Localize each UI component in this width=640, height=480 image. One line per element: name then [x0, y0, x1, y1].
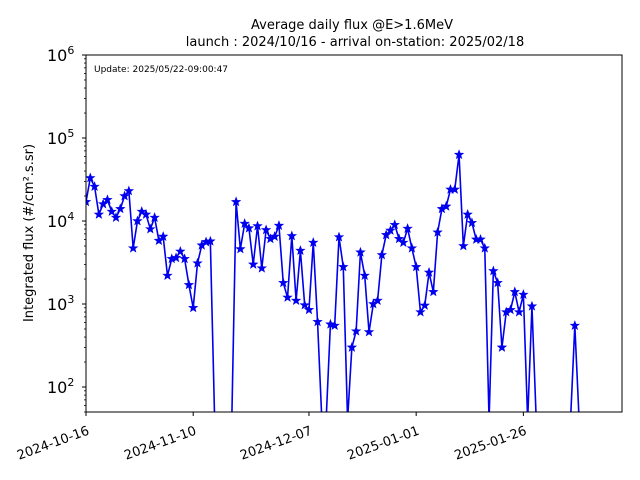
data-point-marker — [175, 245, 186, 256]
y-axis-label: Integrated flux (#/cm².s.sr) — [22, 144, 37, 322]
data-point-marker — [299, 299, 310, 310]
data-point-marker — [260, 224, 272, 235]
y-tick-exponent: 5 — [67, 127, 74, 140]
data-point-marker — [188, 302, 199, 313]
data-point-marker — [303, 304, 315, 315]
data-point-marker — [192, 257, 203, 268]
data-point-marker — [93, 208, 105, 219]
data-point-marker — [157, 231, 169, 241]
y-tick-exponent: 2 — [67, 376, 74, 389]
data-point-marker — [355, 246, 366, 257]
data-point-marker — [269, 231, 280, 241]
data-point-marker — [393, 233, 405, 244]
data-point-marker — [569, 320, 581, 330]
data-point-marker — [479, 242, 490, 253]
series-layer — [86, 149, 581, 412]
data-point-marker — [235, 243, 246, 254]
data-point-marker — [372, 295, 383, 305]
data-point-marker — [286, 230, 298, 241]
data-point-marker — [475, 233, 486, 244]
data-point-marker — [385, 224, 396, 235]
data-point-marker — [248, 258, 259, 269]
chart-subtitle: launch : 2024/10/16 - arrival on-station… — [186, 35, 524, 50]
data-point-marker — [359, 270, 370, 281]
data-point-marker — [428, 286, 439, 297]
data-point-marker — [350, 325, 362, 336]
data-point-marker — [398, 237, 409, 247]
data-point-marker — [278, 277, 289, 288]
data-point-marker — [488, 265, 499, 276]
data-point-marker — [380, 229, 392, 240]
data-point-marker — [230, 196, 242, 207]
data-point-marker — [453, 149, 465, 160]
data-point-marker — [518, 289, 529, 299]
data-point-marker — [273, 220, 285, 231]
data-point-marker — [509, 286, 520, 297]
data-point-marker — [170, 252, 182, 263]
data-point-marker — [329, 320, 340, 330]
data-point-marker — [410, 261, 422, 272]
data-point-marker — [86, 172, 96, 183]
data-point-marker — [123, 185, 135, 196]
data-point-marker — [363, 326, 375, 337]
data-point-marker — [127, 242, 139, 253]
data-point-marker — [89, 181, 100, 191]
data-point-marker — [338, 261, 349, 272]
data-point-marker — [179, 253, 190, 264]
data-point-marker — [449, 183, 460, 194]
data-point-marker — [415, 306, 426, 317]
data-point-marker — [496, 341, 508, 352]
y-tick-exponent: 6 — [67, 44, 74, 57]
y-tick-exponent: 4 — [67, 210, 74, 223]
data-point-marker — [183, 279, 195, 290]
data-point-marker — [462, 208, 473, 219]
data-point-marker — [308, 237, 319, 247]
data-point-marker — [423, 266, 435, 277]
data-point-marker — [458, 240, 469, 251]
data-point-marker — [205, 235, 216, 246]
data-point-marker — [86, 196, 92, 207]
data-point-marker — [145, 223, 156, 234]
data-point-marker — [333, 231, 345, 242]
data-point-marker — [256, 262, 267, 273]
data-point-marker — [406, 242, 418, 253]
data-point-marker — [115, 203, 126, 214]
data-point-marker — [282, 291, 293, 302]
chart-title: Average daily flux @E>1.6MeV — [251, 18, 453, 33]
data-point-marker — [252, 220, 263, 231]
data-point-marker — [526, 300, 538, 311]
y-tick-exponent: 3 — [67, 293, 74, 306]
data-point-marker — [149, 212, 160, 222]
data-point-marker — [492, 277, 503, 288]
data-point-marker — [505, 304, 516, 315]
data-point-marker — [376, 249, 388, 260]
data-point-marker — [513, 306, 525, 317]
data-point-marker — [312, 316, 323, 327]
data-point-marker — [290, 295, 302, 305]
data-point-marker — [239, 218, 250, 229]
data-point-marker — [346, 341, 358, 352]
data-point-marker — [132, 215, 143, 226]
data-point-marker — [162, 270, 173, 281]
data-point-marker — [441, 200, 452, 211]
data-point-marker — [402, 223, 413, 234]
data-point-marker — [140, 208, 152, 219]
data-point-marker — [466, 217, 478, 228]
data-point-marker — [243, 222, 255, 233]
data-point-marker — [389, 219, 400, 230]
data-point-marker — [102, 194, 113, 205]
data-point-marker — [295, 245, 306, 256]
data-point-marker — [432, 226, 443, 237]
data-point-marker — [106, 206, 117, 216]
data-point-marker — [136, 206, 147, 216]
data-point-marker — [119, 190, 130, 201]
data-point-marker — [419, 300, 430, 310]
update-annotation: Update: 2025/05/22-09:00:47 — [94, 65, 228, 75]
data-point-marker — [110, 212, 122, 222]
